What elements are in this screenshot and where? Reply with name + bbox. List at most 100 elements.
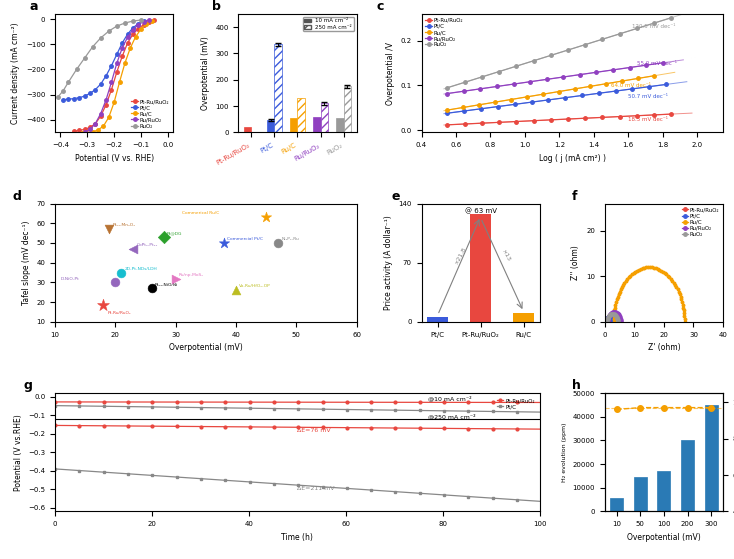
X-axis label: Z' (ohm): Z' (ohm) <box>647 343 680 352</box>
Pt-Ru/RuO₂ <box>598 114 607 121</box>
Text: 55.0 mV dec⁻¹: 55.0 mV dec⁻¹ <box>637 61 677 67</box>
Pt-Ru/RuO₂ <box>70 128 79 135</box>
RuO₂ <box>564 46 573 53</box>
Line: Pt/C: Pt/C <box>54 404 541 414</box>
Point <box>98 301 109 310</box>
Pt-Ru/RuO₂ <box>134 25 142 32</box>
Ru/C <box>142 21 150 27</box>
Ru/C <box>67 131 76 138</box>
RuO₂ <box>512 63 520 69</box>
Pt-Ru/RuO₂ <box>96 113 105 120</box>
Pt-Ru/RuO₂ <box>52 399 61 405</box>
Ru/C <box>110 99 119 106</box>
Ru/C <box>650 73 658 79</box>
RuO₂ <box>72 66 81 73</box>
Line: Pt-Ru/RuO₂: Pt-Ru/RuO₂ <box>446 112 673 126</box>
Pt/C <box>535 409 544 415</box>
Pt/C <box>80 93 89 100</box>
Ru/C <box>538 91 547 98</box>
Ru/C <box>586 83 595 89</box>
Pt/C <box>595 90 603 97</box>
Ru/C <box>99 123 108 130</box>
Text: 2D-Pt-NDs/LDH: 2D-Pt-NDs/LDH <box>124 267 157 271</box>
Pt-Ru/RuO₂ <box>564 116 573 122</box>
Text: d: d <box>13 190 22 203</box>
Pt-Ru/RuO₂ <box>339 399 348 406</box>
Pt/C <box>75 94 84 101</box>
Bar <box>513 314 534 322</box>
Line: Ru/RuO₂: Ru/RuO₂ <box>446 61 664 95</box>
Pt-Ru/RuO₂ <box>123 40 132 46</box>
Pt/C <box>339 406 348 413</box>
Pt/C <box>662 81 671 88</box>
Bar <box>313 117 321 132</box>
Bar <box>267 120 275 132</box>
Text: @250 mA cm⁻²: @250 mA cm⁻² <box>428 413 476 419</box>
RuO₂ <box>137 17 145 23</box>
Point <box>230 286 241 295</box>
Pt/C <box>578 92 586 99</box>
Pt-Ru/RuO₂ <box>581 115 589 121</box>
Ru/C <box>570 86 579 92</box>
Legend: 10 mA cm⁻², 250 mA cm⁻²: 10 mA cm⁻², 250 mA cm⁻² <box>302 17 354 31</box>
Ru/RuO₂ <box>107 79 116 86</box>
Ru/C <box>83 130 92 136</box>
Text: 18.5 mV dec⁻¹: 18.5 mV dec⁻¹ <box>628 117 668 122</box>
Text: ×13: ×13 <box>500 248 511 262</box>
Point <box>109 278 121 287</box>
Ru/C <box>490 99 499 106</box>
Text: ×21.8: ×21.8 <box>454 247 468 266</box>
Line: RuO₂: RuO₂ <box>56 18 143 99</box>
RuO₂ <box>59 88 68 94</box>
Point <box>218 239 230 248</box>
Text: e: e <box>392 190 401 203</box>
Pt-Ru/RuO₂ <box>51 399 59 405</box>
Ru/RuO₂ <box>91 120 100 127</box>
Pt/C <box>139 18 148 25</box>
Pt-Ru/RuO₂ <box>107 86 116 93</box>
Bar <box>275 44 282 132</box>
Pt/C <box>443 110 451 117</box>
RuO₂ <box>128 18 137 25</box>
Line: Pt/C: Pt/C <box>62 20 145 101</box>
Pt-Ru/RuO₂ <box>112 69 121 75</box>
Pt/C <box>70 95 79 102</box>
Point <box>170 274 181 283</box>
Pt/C <box>510 101 519 108</box>
Pt-Ru/RuO₂ <box>477 120 486 126</box>
Legend: Pt-Ru/RuO₂, Pt/C: Pt-Ru/RuO₂, Pt/C <box>495 396 537 411</box>
X-axis label: Potential (V vs. RHE): Potential (V vs. RHE) <box>75 154 153 163</box>
Y-axis label: Overpotential (mV): Overpotential (mV) <box>200 36 209 110</box>
Ru/C <box>126 45 134 51</box>
Point <box>103 225 115 234</box>
Bar <box>681 440 694 511</box>
Pt/C <box>493 103 502 110</box>
Ru/RuO₂ <box>139 18 148 25</box>
X-axis label: Overpotential (mV): Overpotential (mV) <box>169 343 243 352</box>
Pt/C <box>338 406 346 413</box>
Ru/C <box>459 104 468 111</box>
Ru/C <box>72 130 81 137</box>
Ru/RuO₂ <box>112 60 121 67</box>
Ru/RuO₂ <box>86 126 95 132</box>
Pt-Ru/RuO₂ <box>650 112 658 119</box>
Ru/C <box>506 96 515 103</box>
Pt-Ru/RuO₂ <box>91 120 100 127</box>
Line: Pt-Ru/RuO₂: Pt-Ru/RuO₂ <box>72 18 156 133</box>
Pt/C <box>459 408 468 414</box>
Pt/C <box>476 106 485 112</box>
Y-axis label: Price activity (A dollar⁻¹): Price activity (A dollar⁻¹) <box>384 215 393 310</box>
RuO₂ <box>64 79 73 86</box>
RuO₂ <box>633 25 642 32</box>
Ru/C <box>78 130 87 137</box>
Text: ΔE=76 mV: ΔE=76 mV <box>297 428 331 433</box>
Point <box>260 213 272 222</box>
Text: @ 63 mV: @ 63 mV <box>465 209 497 215</box>
Pt-Ru/RuO₂ <box>633 112 642 119</box>
Ru/RuO₂ <box>642 62 650 69</box>
Bar <box>290 118 297 132</box>
Ru/RuO₂ <box>526 78 534 85</box>
Pt-Ru/RuO₂ <box>443 121 451 128</box>
Pt/C <box>107 62 116 69</box>
Bar <box>610 499 623 511</box>
